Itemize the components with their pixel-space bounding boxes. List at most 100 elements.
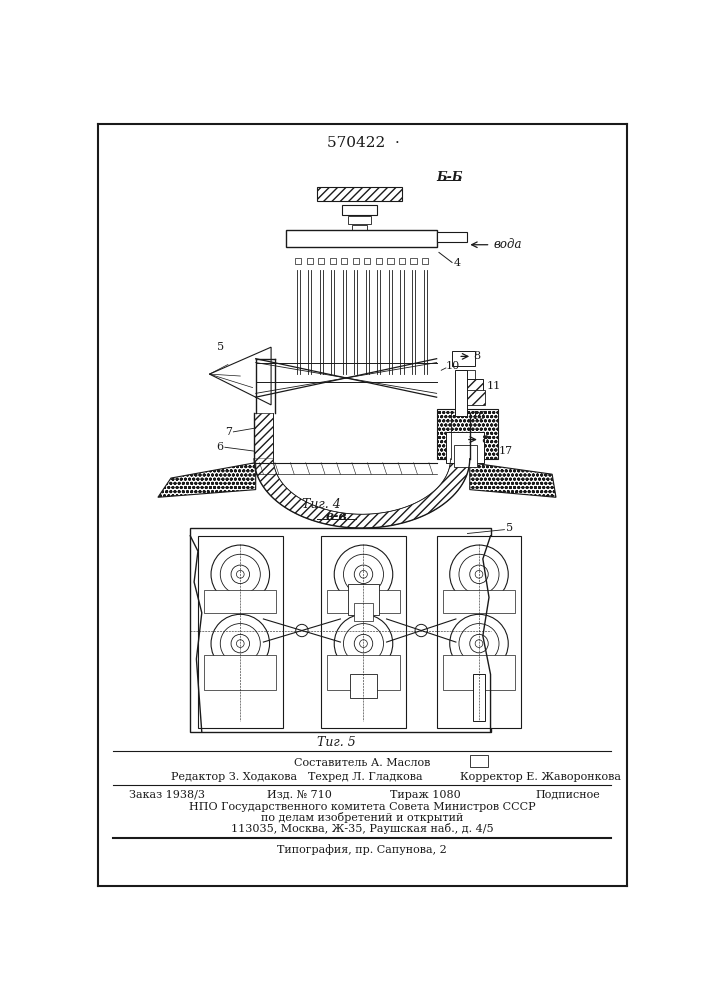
Bar [456,370,475,382]
Bar [437,536,521,728]
Polygon shape [254,459,469,528]
Text: по делам изобретений и открытий: по делам изобретений и открытий [261,812,463,823]
Bar [318,258,325,264]
Bar [376,258,382,264]
Circle shape [334,545,393,604]
Text: Τиг. 4: Τиг. 4 [302,498,341,512]
Bar [354,603,373,621]
Circle shape [475,570,483,578]
Bar [352,225,368,232]
Text: 4: 4 [454,258,461,268]
Circle shape [236,570,244,578]
Bar [190,528,491,732]
Bar [469,755,489,767]
Circle shape [211,545,269,604]
Text: 7: 7 [226,427,233,437]
Bar [473,674,485,721]
Bar [452,351,475,366]
Circle shape [211,614,269,673]
Circle shape [354,634,373,653]
Bar [443,655,515,690]
Bar [364,258,370,264]
Circle shape [475,640,483,647]
Bar [399,258,405,264]
Circle shape [354,565,373,584]
Bar [350,674,378,698]
Bar [327,655,399,690]
Polygon shape [158,463,256,497]
Text: Τиг. 5: Τиг. 5 [317,736,356,749]
Text: Изд. № 710: Изд. № 710 [267,790,332,800]
Bar [329,258,336,264]
Circle shape [221,554,260,594]
Bar [466,389,485,405]
Text: 113035, Москва, Ж-35, Раушская наб., д. 4/5: 113035, Москва, Ж-35, Раушская наб., д. … [230,823,493,834]
Circle shape [344,554,383,594]
Text: 11: 11 [486,381,501,391]
Bar [348,584,379,615]
Bar [204,590,276,613]
Bar [204,655,276,690]
Text: Корректор Е. Жаворонкова: Корректор Е. Жаворонкова [460,772,621,782]
Text: Типография, пр. Сапунова, 2: Типография, пр. Сапунова, 2 [277,845,447,855]
Text: Техред Л. Гладкова: Техред Л. Гладкова [308,772,423,782]
Circle shape [296,624,308,637]
Polygon shape [209,347,271,405]
Bar [341,258,347,264]
Text: вода: вода [493,238,522,251]
Circle shape [360,570,368,578]
Circle shape [469,634,489,653]
Circle shape [450,545,508,604]
Bar [454,445,477,466]
Circle shape [450,614,508,673]
Bar [317,187,402,201]
Bar [295,258,301,264]
Bar [443,590,515,613]
Text: 16: 16 [472,411,486,421]
Text: Составитель А. Маслов: Составитель А. Маслов [294,758,430,768]
Text: в-в: в-в [326,510,347,523]
Circle shape [231,634,250,653]
Polygon shape [254,413,274,459]
Text: Подписное: Подписное [535,790,600,800]
Circle shape [236,640,244,647]
Bar [446,432,484,463]
Bar [286,230,437,247]
Bar [348,216,371,224]
Bar [460,379,483,393]
Text: 8: 8 [474,351,481,361]
Circle shape [415,624,428,637]
Text: 8: 8 [481,435,489,445]
Polygon shape [469,463,556,497]
Circle shape [344,624,383,664]
Bar [437,409,498,459]
Text: 5: 5 [218,342,225,352]
Text: 570422  ·: 570422 · [327,136,400,150]
Bar [327,590,399,613]
Bar [422,258,428,264]
Text: Б-Б: Б-Б [437,171,463,184]
Circle shape [459,624,499,664]
Bar [353,258,359,264]
Bar [387,258,394,264]
Bar [321,536,406,728]
Text: НПО Государственного комитета Совета Министров СССР: НПО Государственного комитета Совета Мин… [189,802,535,812]
Circle shape [231,565,250,584]
Bar [307,258,312,264]
Circle shape [334,614,393,673]
Bar [342,205,377,215]
Circle shape [469,565,489,584]
Text: 10: 10 [446,361,460,371]
Circle shape [221,624,260,664]
Text: 6: 6 [216,442,223,452]
Bar [455,370,467,416]
Text: Редактор З. Ходакова: Редактор З. Ходакова [171,772,297,782]
Bar [198,536,283,728]
Text: 17: 17 [498,446,513,456]
Circle shape [459,554,499,594]
Polygon shape [450,413,469,459]
Text: Тираж 1080: Тираж 1080 [390,790,461,800]
Bar [411,258,416,264]
Bar [437,232,467,242]
Circle shape [360,640,368,647]
